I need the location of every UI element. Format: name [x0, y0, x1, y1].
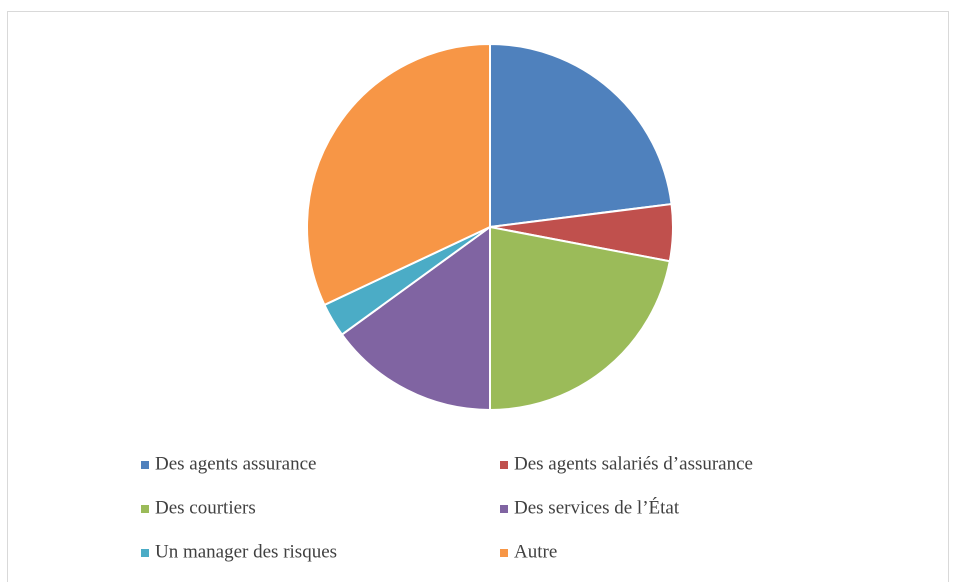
- legend-marker: [500, 461, 508, 469]
- legend-label: Autre: [514, 541, 557, 562]
- pie-slice: [306, 42, 491, 307]
- legend-label: Des courtiers: [155, 497, 256, 518]
- legend-marker: [141, 505, 149, 513]
- legend-label: Un manager des risques: [155, 541, 337, 562]
- legend-label: Des agents assurance: [155, 453, 316, 474]
- legend-marker: [500, 549, 508, 557]
- legend-label: Des agents salariés d’assurance: [514, 453, 753, 474]
- pie-slice: [340, 225, 491, 412]
- legend-marker: [141, 461, 149, 469]
- pie-slice: [489, 225, 671, 412]
- legend-label: Des services de l’État: [514, 496, 680, 518]
- legend-marker: [141, 549, 149, 557]
- legend-marker: [500, 505, 508, 513]
- pie-slice: [489, 42, 673, 229]
